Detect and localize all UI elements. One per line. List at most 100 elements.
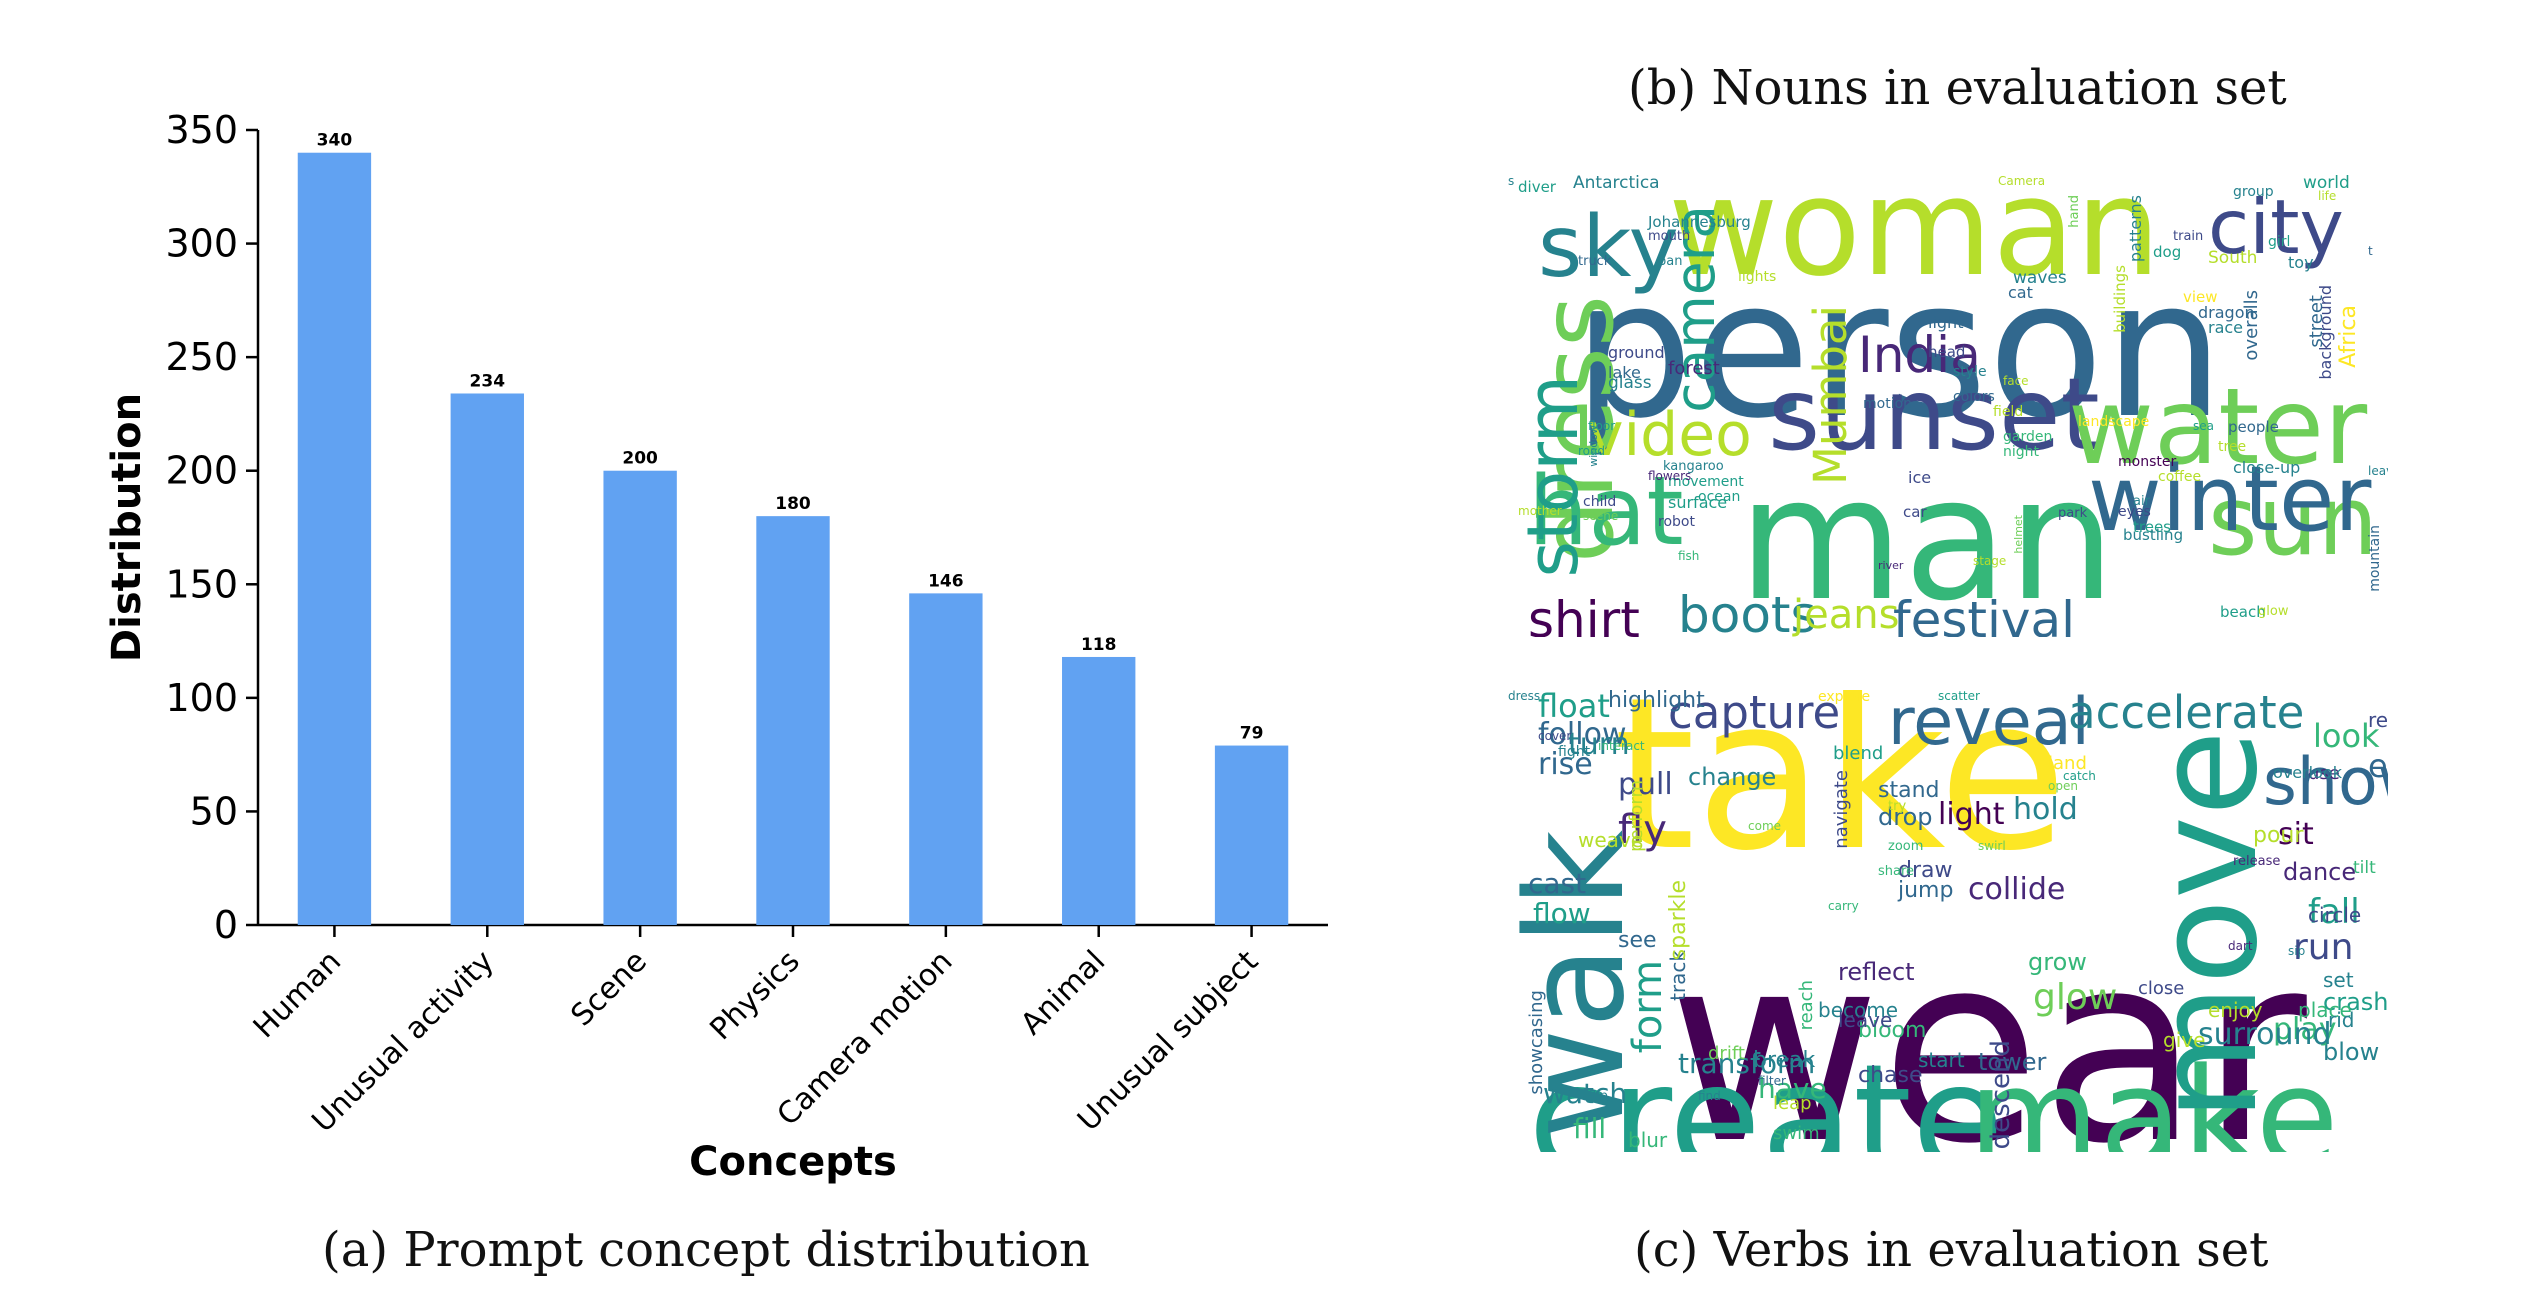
cloud-word: crash xyxy=(2323,988,2388,1016)
cloud-word: colors xyxy=(1953,389,1995,405)
cloud-word: explore xyxy=(1818,690,1871,705)
cloud-word: race xyxy=(2208,318,2244,337)
cloud-word: light xyxy=(1938,797,2005,832)
cloud-word: enjoy xyxy=(2208,998,2263,1022)
cloud-word: road xyxy=(1578,444,1605,458)
cloud-word: stand xyxy=(1878,778,1940,803)
cloud-word: surround xyxy=(2198,1017,2332,1052)
cloud-word: mother xyxy=(1518,504,1562,518)
cloud-word: fall xyxy=(2308,892,2360,932)
cloud-word: overlook xyxy=(2273,763,2342,782)
cloud-word: coffee xyxy=(2158,469,2202,485)
cloud-word: sea xyxy=(2193,419,2214,433)
cloud-word: lake xyxy=(1608,363,1641,382)
cloud-word: storm xyxy=(1512,375,1594,578)
cloud-word: group xyxy=(2233,184,2274,200)
bar xyxy=(909,593,983,925)
cloud-word: kangaroo xyxy=(1663,459,1724,474)
cloud-word: dart xyxy=(2228,939,2253,953)
cloud-word: change xyxy=(1688,763,1777,791)
cloud-word: background xyxy=(2316,285,2335,380)
x-tick-label: Human xyxy=(247,944,348,1045)
cloud-word: reveal xyxy=(1888,690,2090,760)
cloud-word: flip xyxy=(1588,1089,1609,1104)
cloud-word: close-up xyxy=(2233,458,2301,477)
cloud-word: leave xyxy=(1838,1008,1893,1032)
cloud-word: India xyxy=(1858,326,1981,384)
cloud-word: monster xyxy=(2118,454,2177,470)
cloud-word: person xyxy=(1573,239,2225,460)
cloud-word: light xyxy=(1928,313,1964,332)
cloud-word: find xyxy=(1698,1089,1721,1103)
cloud-word: sun xyxy=(2208,467,2378,577)
cloud-word: Antarctica xyxy=(1573,175,1660,193)
y-tick-label: 250 xyxy=(165,335,238,379)
caption-b: (b) Nouns in evaluation set xyxy=(1628,60,2287,116)
cloud-word: tilt xyxy=(2353,858,2376,878)
bar xyxy=(756,516,830,925)
cloud-word: leaves xyxy=(2368,464,2388,478)
cloud-word: shirt xyxy=(1528,591,1640,637)
cloud-word: helmet xyxy=(2012,515,2025,554)
cloud-word: diver xyxy=(1518,178,1556,196)
cloud-word: sparkle xyxy=(1666,880,1691,961)
cloud-word: read xyxy=(2368,708,2388,732)
cloud-word: draw xyxy=(1898,858,1953,883)
cloud-word: wear xyxy=(1668,899,2307,1152)
cloud-word: lights xyxy=(1738,269,1777,285)
cloud-word: river xyxy=(1878,559,1904,572)
cloud-word: chase xyxy=(1858,1063,1923,1088)
bar-value-label: 146 xyxy=(928,571,964,591)
y-tick-label: 0 xyxy=(214,903,238,947)
cloud-word: tree xyxy=(2218,439,2247,455)
cloud-word: run xyxy=(2293,927,2354,968)
cloud-word: air xyxy=(2133,494,2150,509)
cloud-word: blend xyxy=(1833,743,1884,764)
cloud-word: toy xyxy=(2288,253,2314,272)
cloud-word: video xyxy=(1588,400,1752,470)
x-tick-label: Animal xyxy=(1014,944,1112,1042)
cloud-word: try xyxy=(1888,799,1907,814)
cloud-word: collide xyxy=(1968,872,2066,907)
cloud-word: ocean xyxy=(1698,489,1741,505)
cloud-word: woman xyxy=(1668,175,2161,306)
cloud-word: festival xyxy=(1893,591,2076,637)
cloud-word: navigate xyxy=(1831,770,1852,849)
cloud-word: dragon xyxy=(2198,303,2255,322)
cloud-word: take xyxy=(1613,690,2068,897)
x-tick-label: Scene xyxy=(564,944,653,1033)
cloud-word: circle xyxy=(2308,903,2362,927)
cloud-word: motion xyxy=(1863,396,1913,412)
bar-value-label: 79 xyxy=(1240,724,1264,744)
cloud-word: see xyxy=(1618,928,1657,953)
cloud-word: hold xyxy=(2013,792,2078,827)
cloud-word: flow xyxy=(1533,897,1591,930)
bar xyxy=(1214,745,1289,925)
cloud-word: sit xyxy=(2278,817,2314,852)
cloud-word: highlight xyxy=(1608,690,1705,713)
cloud-word: ice xyxy=(1908,468,1932,487)
cloud-word: swirl xyxy=(1978,839,2006,853)
cloud-word: fly xyxy=(1618,807,1667,853)
cloud-word: water xyxy=(2068,366,2368,488)
cloud-word: patterns xyxy=(2126,195,2145,263)
cloud-word: pour xyxy=(2253,823,2304,848)
cloud-word: forest xyxy=(1668,358,1720,379)
cloud-word: bustling xyxy=(2123,526,2184,544)
bar-value-label: 234 xyxy=(470,371,506,391)
cloud-word: winter xyxy=(2088,447,2372,552)
cloud-word: flowers xyxy=(1648,469,1692,483)
cloud-word: pan xyxy=(1658,254,1683,269)
cloud-word: reach xyxy=(1796,980,1817,1031)
cloud-word: carry xyxy=(1828,899,1859,913)
cloud-word: drift xyxy=(1708,1043,1745,1064)
cloud-word: life xyxy=(2318,189,2337,203)
cloud-word: fish xyxy=(1678,549,1700,563)
cloud-word: scene xyxy=(1583,509,1619,523)
y-tick-label: 100 xyxy=(165,676,238,720)
bar-value-label: 200 xyxy=(622,449,658,469)
cloud-word: interact xyxy=(1598,739,1645,753)
cloud-word: glass xyxy=(1608,373,1652,393)
cloud-word: drop xyxy=(1878,803,1933,831)
cloud-word: catch xyxy=(2063,769,2096,783)
